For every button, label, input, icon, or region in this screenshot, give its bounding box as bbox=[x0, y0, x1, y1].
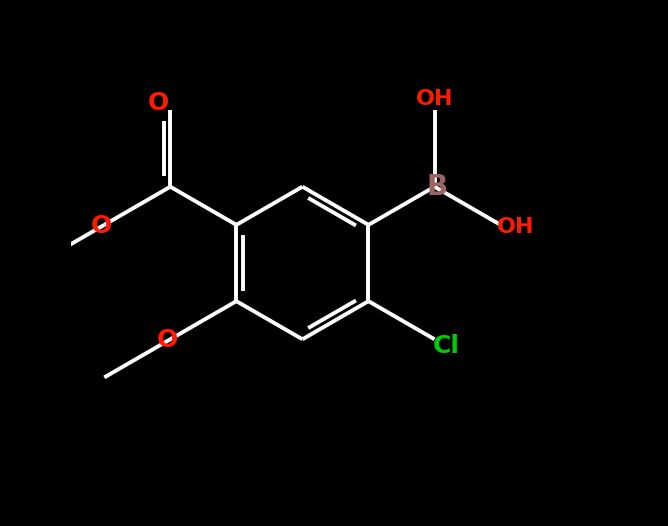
Text: O: O bbox=[148, 90, 170, 115]
Text: Cl: Cl bbox=[433, 333, 460, 358]
Text: O: O bbox=[157, 328, 178, 352]
Text: OH: OH bbox=[415, 89, 454, 109]
Text: O: O bbox=[91, 214, 112, 238]
Text: B: B bbox=[427, 173, 448, 201]
Text: OH: OH bbox=[496, 217, 534, 238]
